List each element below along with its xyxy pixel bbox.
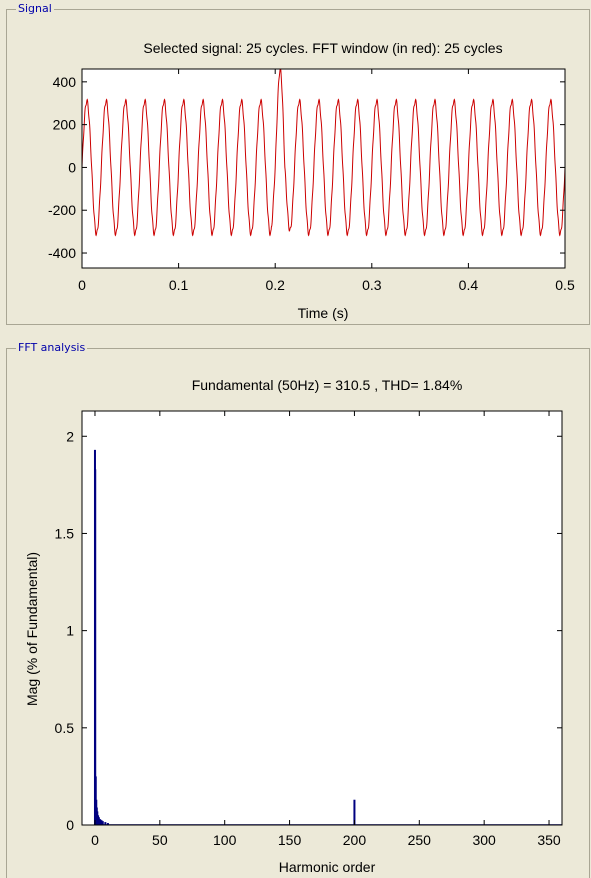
fft-plot-frame <box>81 410 563 826</box>
signal-x-tick-label: 0.4 <box>459 277 479 293</box>
signal-x-tick-label: 0.5 <box>555 277 575 293</box>
signal-x-tick-label: 0.2 <box>265 277 285 293</box>
fft-bar <box>104 822 107 825</box>
signal-y-tick-label: 200 <box>53 117 77 133</box>
fft-x-tick-label: 350 <box>537 832 561 848</box>
fft-bar <box>106 823 109 825</box>
signal-panel: Signal <box>6 2 590 325</box>
fft-y-tick-label: 0.5 <box>55 720 75 736</box>
signal-x-axis-label: Time (s) <box>298 305 349 321</box>
signal-chart: 0 0.1 0.2 0.3 0.4 0.5 400 200 0 -200 -400 Selected… <box>48 40 575 321</box>
signal-x-tick-label: 0.3 <box>362 277 382 293</box>
fft-panel: FFT analysis <box>6 341 590 878</box>
fft-x-tick-label: 150 <box>278 832 302 848</box>
fft-x-axis-label: Harmonic order <box>279 859 376 875</box>
fft-x-tick-label: 250 <box>408 832 432 848</box>
signal-chart-title: Selected signal: 25 cycles. FFT window (… <box>143 40 502 56</box>
fft-bar <box>353 799 356 825</box>
signal-waveform-line <box>81 68 566 237</box>
signal-y-tick-label: -200 <box>48 202 76 218</box>
fft-bar <box>100 820 103 825</box>
fft-bar <box>99 819 102 825</box>
signal-x-tick-label: 0.1 <box>169 277 189 293</box>
fft-y-tick-label: 2 <box>66 428 74 444</box>
fft-panel-title: FFT analysis <box>16 341 88 355</box>
fft-bar <box>97 817 100 825</box>
fft-bar <box>101 821 104 825</box>
signal-y-tick-label: 0 <box>68 159 76 175</box>
fft-plot-area <box>82 411 562 825</box>
signal-x-tick-label: 0 <box>78 277 86 293</box>
fft-y-tick-label: 0 <box>66 817 74 833</box>
signal-panel-title: Signal <box>16 2 54 16</box>
signal-y-tick-label: 400 <box>53 74 77 90</box>
fft-x-tick-label: 50 <box>152 832 168 848</box>
fft-chart-title: Fundamental (50Hz) = 310.5 , THD= 1.84% <box>192 377 463 393</box>
fft-bar <box>94 469 97 825</box>
fft-y-tick-label: 1.5 <box>55 525 75 541</box>
signal-y-tick-label: -400 <box>48 245 76 261</box>
fft-x-tick-label: 100 <box>213 832 237 848</box>
fft-x-tick-label: 200 <box>343 832 367 848</box>
fft-x-tick-label: 300 <box>472 832 496 848</box>
fft-x-tick-label: 0 <box>91 832 99 848</box>
fft-y-axis-label: Mag (% of Fundamental) <box>24 552 40 706</box>
signal-plot-frame <box>81 68 566 269</box>
fft-y-tick-label: 1 <box>66 623 74 639</box>
